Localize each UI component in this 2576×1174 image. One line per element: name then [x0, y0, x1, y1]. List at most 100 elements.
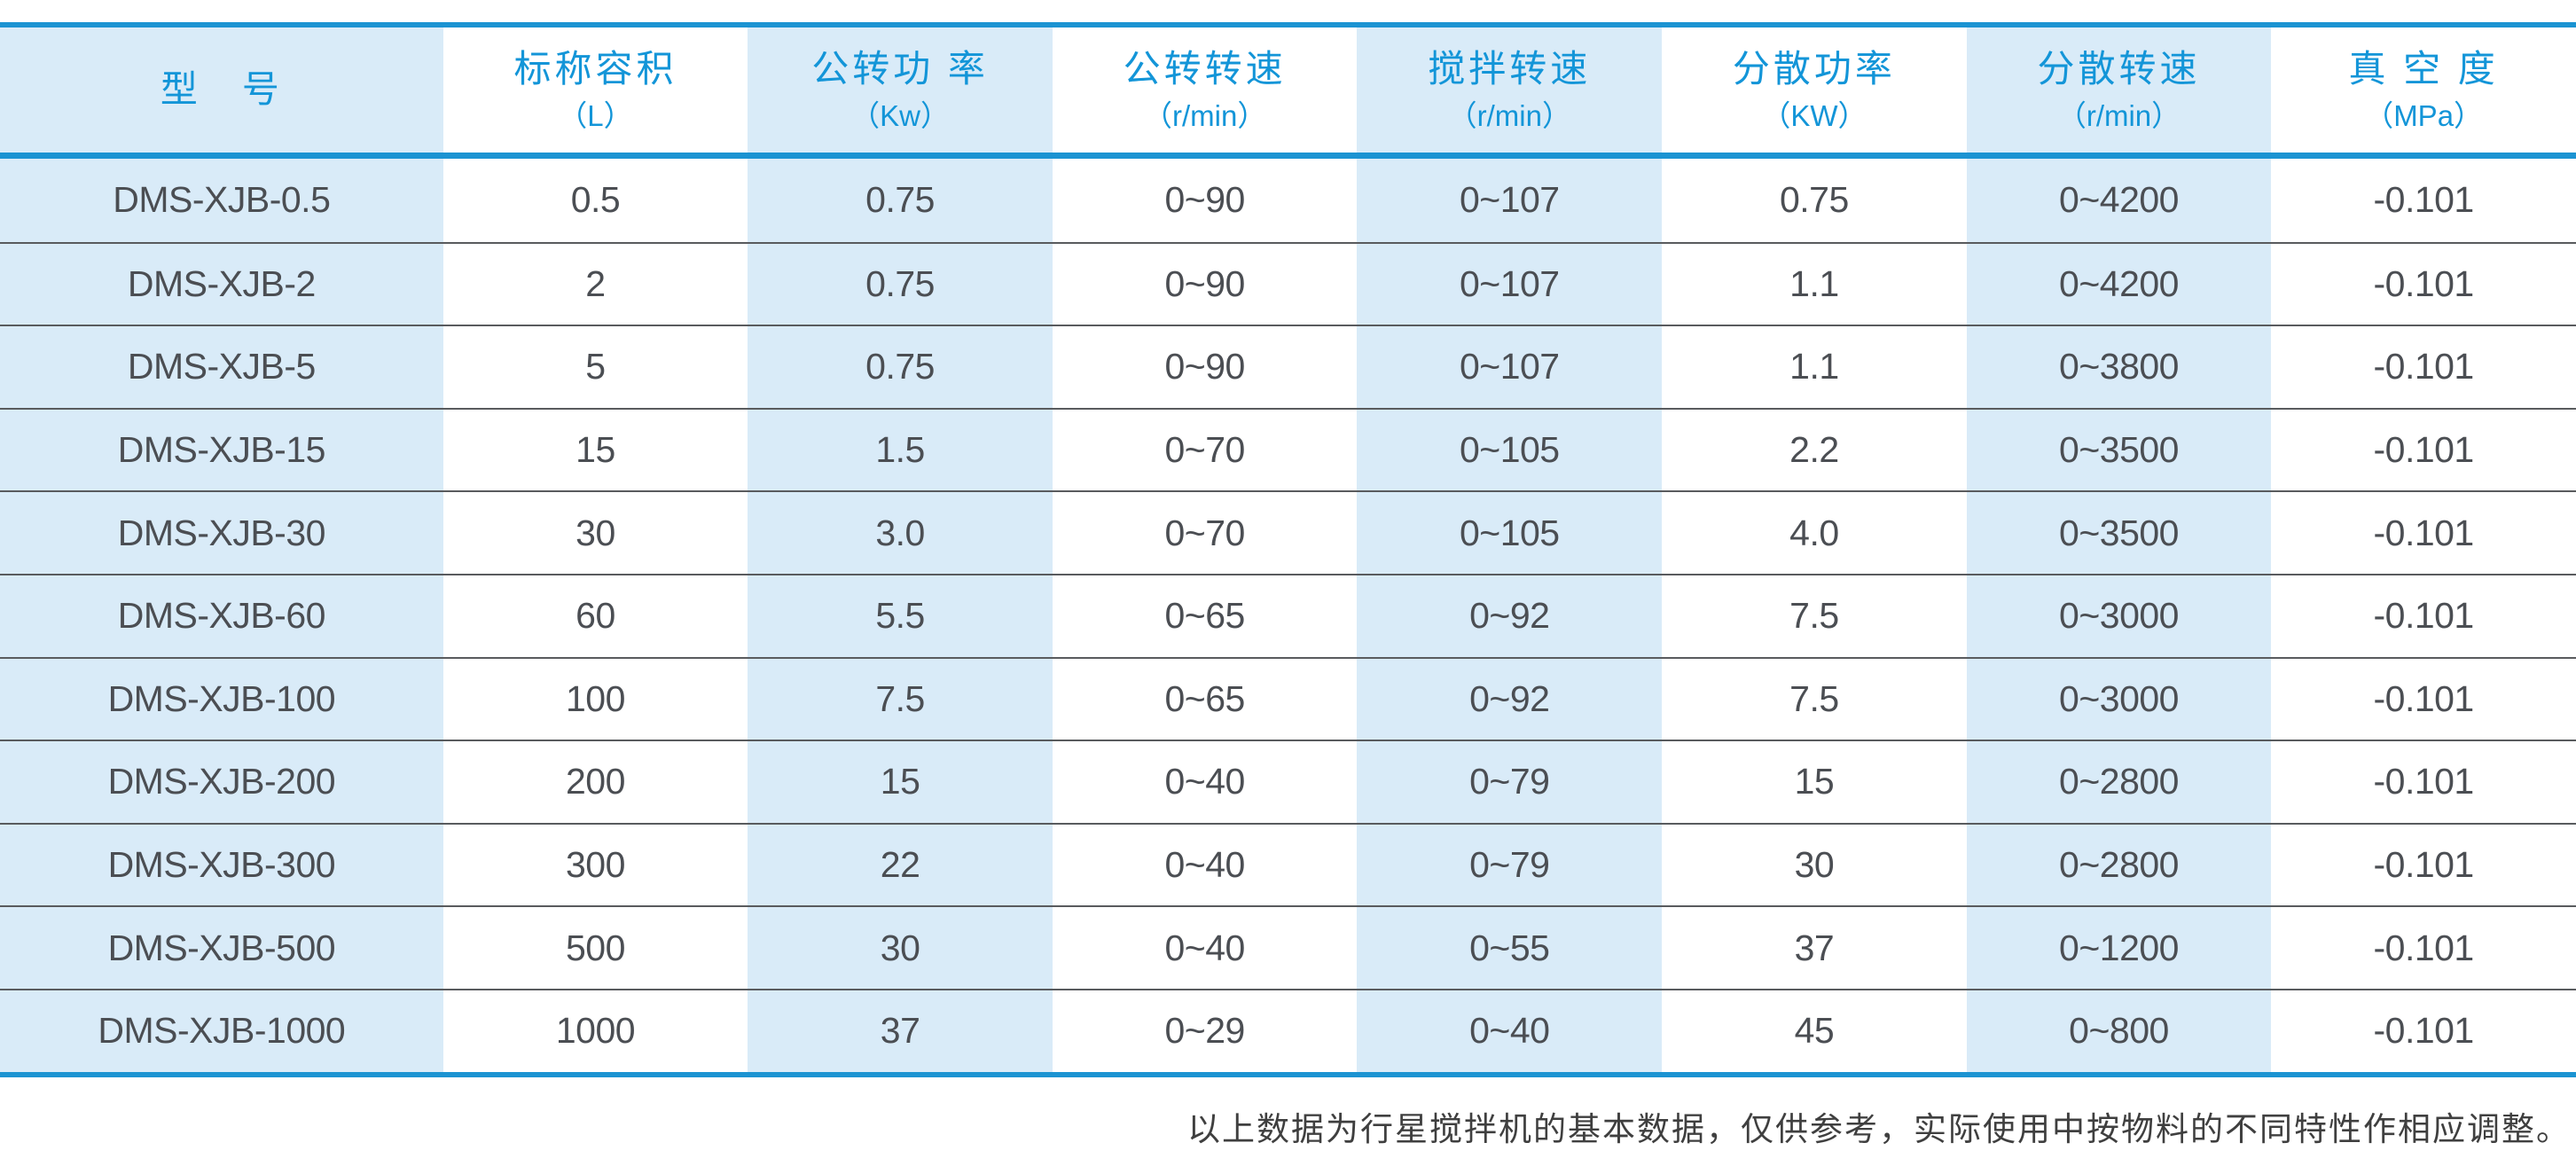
table-cell-stirring-speed: 0~107 [1357, 243, 1663, 325]
table-cell-revolution-speed: 0~90 [1052, 243, 1358, 325]
table-cell-revolution-power: 5.5 [748, 575, 1053, 657]
column-title: 型 号 [160, 68, 283, 111]
table-cell-vacuum-degree: -0.101 [2271, 658, 2576, 740]
table-row: DMS-XJB-30 30 3.0 0~70 0~105 4.0 0~3500 -0.101 [0, 490, 2576, 574]
table-cell-model: DMS-XJB-100 [0, 658, 443, 740]
column-header-revolution-power: 公转功 率 （Kw） [748, 27, 1053, 153]
table-cell-dispersion-power: 37 [1662, 907, 1967, 989]
table-cell-stirring-speed: 0~92 [1357, 575, 1663, 657]
table-cell-vacuum-degree: -0.101 [2271, 243, 2576, 325]
table-row: DMS-XJB-5 5 0.75 0~90 0~107 1.1 0~3800 -0.101 [0, 325, 2576, 408]
table-row: DMS-XJB-60 60 5.5 0~65 0~92 7.5 0~3000 -0.101 [0, 573, 2576, 657]
table-cell-revolution-speed: 0~65 [1052, 658, 1358, 740]
table-cell-nominal-volume: 15 [442, 409, 748, 491]
column-title: 标称容积 [513, 48, 677, 90]
table-row: DMS-XJB-15 15 1.5 0~70 0~105 2.2 0~3500 -0.101 [0, 407, 2576, 491]
table-cell-model: DMS-XJB-5 [0, 326, 443, 408]
table-cell-vacuum-degree: -0.101 [2271, 575, 2576, 657]
column-title: 搅拌转速 [1428, 48, 1592, 90]
table-cell-stirring-speed: 0~105 [1357, 409, 1663, 491]
table-row: DMS-XJB-0.5 0.5 0.75 0~90 0~107 0.75 0~4200 -0.… [0, 159, 2576, 242]
column-header-dispersion-speed: 分散转速 （r/min） [1966, 27, 2272, 153]
table-cell-revolution-power: 22 [748, 824, 1053, 906]
column-header-nominal-volume: 标称容积 （L） [442, 27, 748, 153]
table-cell-revolution-speed: 0~40 [1052, 741, 1358, 823]
table-cell-revolution-power: 30 [748, 907, 1053, 989]
table-cell-revolution-speed: 0~29 [1052, 990, 1358, 1072]
table-cell-stirring-speed: 0~107 [1357, 326, 1663, 408]
table-cell-dispersion-speed: 0~2800 [1966, 824, 2272, 906]
column-unit: （Kw） [850, 98, 950, 132]
column-unit: （r/min） [2056, 98, 2181, 132]
table-cell-vacuum-degree: -0.101 [2271, 907, 2576, 989]
table-row: DMS-XJB-1000 1000 37 0~29 0~40 45 0~800 -0.101 [0, 988, 2576, 1072]
footnote: 以上数据为行星搅拌机的基本数据，仅供参考，实际使用中按物料的不同特性作相应调整。 [1187, 1109, 2571, 1148]
table-cell-nominal-volume: 200 [442, 741, 748, 823]
column-unit: （r/min） [1447, 98, 1571, 132]
table-cell-dispersion-speed: 0~800 [1966, 990, 2272, 1072]
spec-table: 型 号 标称容积 （L） 公转功 率 （Kw） 公转转速 （r/min） 搅拌转速 （r/min… [0, 22, 2576, 1077]
table-body: DMS-XJB-0.5 0.5 0.75 0~90 0~107 0.75 0~4200 -0.… [0, 159, 2576, 1072]
column-unit: （KW） [1761, 98, 1867, 132]
table-cell-model: DMS-XJB-200 [0, 741, 443, 823]
table-cell-vacuum-degree: -0.101 [2271, 409, 2576, 491]
table-row: DMS-XJB-200 200 15 0~40 0~79 15 0~2800 -0.101 [0, 740, 2576, 823]
column-unit: （L） [558, 98, 633, 132]
table-cell-model: DMS-XJB-15 [0, 409, 443, 491]
table-cell-dispersion-speed: 0~3000 [1966, 575, 2272, 657]
table-cell-dispersion-speed: 0~2800 [1966, 741, 2272, 823]
table-cell-revolution-speed: 0~90 [1052, 326, 1358, 408]
table-cell-stirring-speed: 0~92 [1357, 658, 1663, 740]
column-header-stirring-speed: 搅拌转速 （r/min） [1357, 27, 1663, 153]
table-cell-dispersion-power: 1.1 [1662, 243, 1967, 325]
table-cell-vacuum-degree: -0.101 [2271, 159, 2576, 242]
table-cell-model: DMS-XJB-500 [0, 907, 443, 989]
table-cell-model: DMS-XJB-0.5 [0, 159, 443, 242]
table-cell-model: DMS-XJB-60 [0, 575, 443, 657]
table-cell-revolution-speed: 0~90 [1052, 159, 1358, 242]
table-cell-model: DMS-XJB-2 [0, 243, 443, 325]
table-cell-nominal-volume: 2 [442, 243, 748, 325]
table-cell-nominal-volume: 30 [442, 492, 748, 574]
table-cell-nominal-volume: 100 [442, 658, 748, 740]
table-cell-revolution-speed: 0~70 [1052, 492, 1358, 574]
table-cell-stirring-speed: 0~40 [1357, 990, 1663, 1072]
table-cell-dispersion-power: 45 [1662, 990, 1967, 1072]
table-cell-vacuum-degree: -0.101 [2271, 492, 2576, 574]
table-cell-revolution-speed: 0~65 [1052, 575, 1358, 657]
table-cell-nominal-volume: 60 [442, 575, 748, 657]
table-cell-dispersion-power: 2.2 [1662, 409, 1967, 491]
table-cell-vacuum-degree: -0.101 [2271, 990, 2576, 1072]
table-cell-revolution-power: 3.0 [748, 492, 1053, 574]
table-cell-stirring-speed: 0~79 [1357, 741, 1663, 823]
table-cell-nominal-volume: 0.5 [442, 159, 748, 242]
table-cell-dispersion-power: 30 [1662, 824, 1967, 906]
table-cell-revolution-power: 15 [748, 741, 1053, 823]
table-row: DMS-XJB-2 2 0.75 0~90 0~107 1.1 0~4200 -0.101 [0, 241, 2576, 325]
table-header-row: 型 号 标称容积 （L） 公转功 率 （Kw） 公转转速 （r/min） 搅拌转速 （r/min… [0, 27, 2576, 159]
table-cell-revolution-power: 0.75 [748, 243, 1053, 325]
column-unit: （r/min） [1143, 98, 1267, 132]
table-cell-dispersion-speed: 0~1200 [1966, 907, 2272, 989]
table-cell-stirring-speed: 0~79 [1357, 824, 1663, 906]
table-cell-dispersion-power: 7.5 [1662, 575, 1967, 657]
table-cell-revolution-speed: 0~70 [1052, 409, 1358, 491]
table-cell-dispersion-power: 4.0 [1662, 492, 1967, 574]
table-cell-dispersion-power: 15 [1662, 741, 1967, 823]
column-header-vacuum-degree: 真 空 度 （MPa） [2271, 27, 2576, 153]
table-cell-vacuum-degree: -0.101 [2271, 326, 2576, 408]
column-unit: （MPa） [2364, 98, 2484, 132]
column-title: 真 空 度 [2348, 48, 2499, 90]
table-cell-dispersion-speed: 0~3800 [1966, 326, 2272, 408]
column-header-model: 型 号 [0, 27, 443, 153]
table-cell-nominal-volume: 5 [442, 326, 748, 408]
table-cell-stirring-speed: 0~105 [1357, 492, 1663, 574]
table-cell-revolution-speed: 0~40 [1052, 824, 1358, 906]
table-cell-dispersion-power: 1.1 [1662, 326, 1967, 408]
column-title: 公转转速 [1123, 48, 1287, 90]
table-cell-stirring-speed: 0~55 [1357, 907, 1663, 989]
table-cell-nominal-volume: 300 [442, 824, 748, 906]
table-cell-model: DMS-XJB-30 [0, 492, 443, 574]
column-header-dispersion-power: 分散功率 （KW） [1662, 27, 1967, 153]
table-cell-vacuum-degree: -0.101 [2271, 824, 2576, 906]
